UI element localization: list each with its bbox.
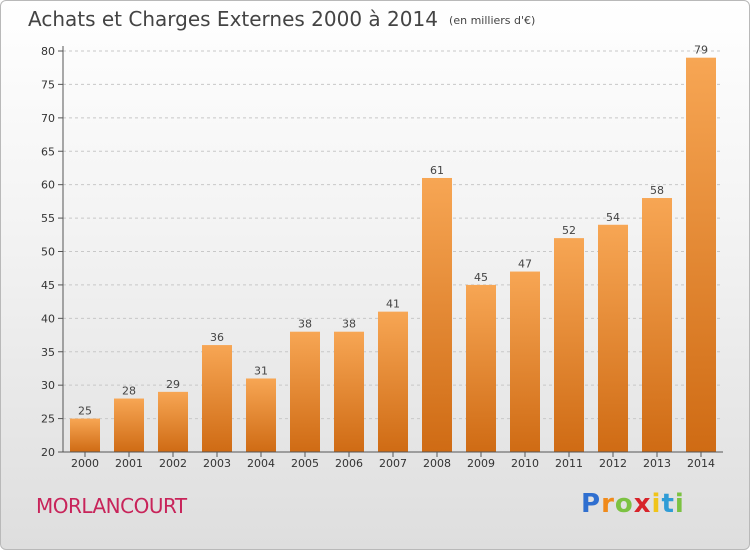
brand-letter: r (601, 489, 615, 519)
bar-value-label: 47 (518, 258, 532, 271)
x-tick-label: 2008 (423, 457, 451, 470)
bar-value-label: 28 (122, 385, 136, 398)
bar-value-label: 36 (210, 331, 224, 344)
bar (70, 418, 100, 452)
bar (290, 331, 320, 452)
brand-letter: x (633, 489, 652, 519)
bar (642, 198, 672, 452)
bar-value-label: 52 (562, 224, 576, 237)
bar (554, 238, 584, 452)
x-tick-label: 2005 (291, 457, 319, 470)
bar-value-label: 41 (386, 298, 400, 311)
bar (422, 177, 452, 452)
y-tick-label: 50 (41, 246, 55, 259)
x-tick-label: 2006 (335, 457, 363, 470)
y-tick-label: 80 (41, 45, 55, 58)
x-tick-label: 2003 (203, 457, 231, 470)
bar-value-label: 31 (254, 364, 268, 377)
y-tick-label: 25 (41, 413, 55, 426)
y-tick-label: 45 (41, 279, 55, 292)
bar (114, 398, 144, 452)
y-tick-label: 30 (41, 379, 55, 392)
bar (158, 391, 188, 452)
y-tick-label: 65 (41, 145, 55, 158)
y-tick-label: 60 (41, 179, 55, 192)
brand-letter: t (661, 489, 675, 519)
x-tick-label: 2007 (379, 457, 407, 470)
x-tick-label: 2014 (687, 457, 715, 470)
x-tick-label: 2011 (555, 457, 583, 470)
x-tick-label: 2013 (643, 457, 671, 470)
bar-value-label: 25 (78, 405, 92, 418)
x-tick-label: 2010 (511, 457, 539, 470)
bar-value-label: 54 (606, 211, 620, 224)
bar (686, 57, 716, 452)
brand-logo: Proxiti (581, 489, 685, 519)
brand-letter: o (614, 489, 634, 519)
y-tick-label: 55 (41, 212, 55, 225)
bar (378, 311, 408, 452)
bar (466, 284, 496, 452)
x-tick-label: 2002 (159, 457, 187, 470)
bar (510, 271, 540, 452)
bar-value-label: 45 (474, 271, 488, 284)
y-tick-label: 20 (41, 446, 55, 459)
bar-value-label: 58 (650, 184, 664, 197)
chart-title: Achats et Charges Externes 2000 à 2014 (28, 7, 438, 31)
bar-value-label: 38 (342, 318, 356, 331)
chart-title-block: Achats et Charges Externes 2000 à 2014 (… (28, 7, 535, 31)
brand-letter: P (581, 489, 602, 519)
x-tick-label: 2012 (599, 457, 627, 470)
bar-value-label: 79 (694, 44, 708, 57)
y-tick-label: 35 (41, 346, 55, 359)
x-tick-label: 2004 (247, 457, 275, 470)
bar (598, 224, 628, 452)
x-tick-label: 2001 (115, 457, 143, 470)
brand-letter: i (674, 489, 685, 519)
y-tick-label: 75 (41, 78, 55, 91)
location-name: MORLANCOURT (36, 494, 187, 518)
brand-letter: i (651, 489, 662, 519)
bar (246, 378, 276, 452)
bar (202, 345, 232, 452)
x-tick-label: 2000 (71, 457, 99, 470)
y-tick-label: 70 (41, 112, 55, 125)
bar-value-label: 29 (166, 378, 180, 391)
bar-value-label: 38 (298, 318, 312, 331)
chart-subtitle: (en milliers d'€) (449, 14, 536, 27)
x-tick-label: 2009 (467, 457, 495, 470)
bar-value-label: 61 (430, 164, 444, 177)
y-tick-label: 40 (41, 312, 55, 325)
bar (334, 331, 364, 452)
